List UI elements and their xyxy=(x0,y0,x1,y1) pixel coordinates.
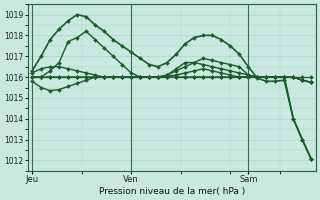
X-axis label: Pression niveau de la mer( hPa ): Pression niveau de la mer( hPa ) xyxy=(99,187,245,196)
